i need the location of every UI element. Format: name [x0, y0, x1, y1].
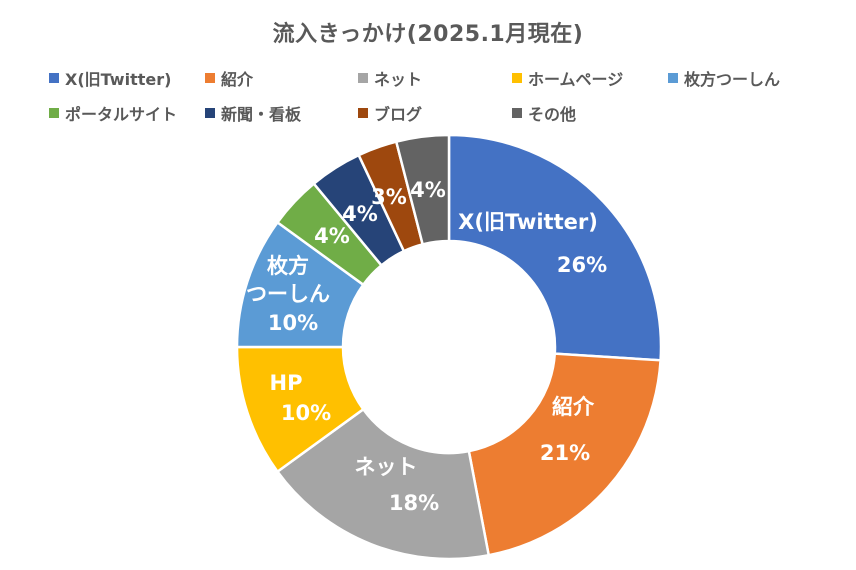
legend-label: ネット — [374, 70, 423, 89]
slice-value-label: 10% — [281, 401, 331, 425]
donut-slice — [467, 352, 662, 557]
slice-value-label: 10% — [268, 311, 318, 335]
slice-value-label: 21% — [540, 441, 590, 465]
slice-value-label: 4% — [410, 178, 446, 202]
legend-swatch — [205, 108, 215, 118]
legend-item: その他 — [512, 101, 576, 125]
legend-item: ポータルサイト — [49, 101, 177, 125]
legend-swatch — [358, 73, 368, 83]
slice-value-label: 3% — [371, 185, 407, 209]
slice-name-label: つーしん — [246, 282, 330, 306]
legend-item: ブログ — [358, 101, 422, 125]
slice-value-label: 4% — [342, 202, 378, 226]
slice-name-label: ネット — [355, 455, 418, 479]
legend-label: ポータルサイト — [65, 105, 178, 124]
legend-label: ブログ — [374, 105, 423, 124]
legend-item: X(旧Twitter) — [49, 66, 171, 90]
slice-name-label: 紹介 — [552, 395, 595, 419]
legend-swatch — [205, 73, 215, 83]
legend-label: ホームページ — [528, 70, 624, 89]
slice-name-label: HP — [270, 371, 303, 395]
slice-value-label: 26% — [557, 253, 607, 277]
legend-label: 新聞・看板 — [221, 105, 302, 124]
legend-swatch — [512, 73, 522, 83]
legend-swatch — [49, 73, 59, 83]
legend-label: 枚方つーしん — [684, 70, 781, 89]
slice-name-label: 枚方 — [267, 254, 309, 278]
legend-item: 新聞・看板 — [205, 101, 301, 125]
legend-label: 紹介 — [221, 70, 254, 89]
legend-swatch — [668, 73, 678, 83]
donut-slice — [394, 133, 451, 246]
legend-label: X(旧Twitter) — [65, 70, 172, 89]
legend-swatch — [358, 108, 368, 118]
slice-value-label: 18% — [389, 491, 439, 515]
legend-item: 枚方つーしん — [668, 66, 780, 90]
legend-item: ホームページ — [512, 66, 623, 90]
legend-item: 紹介 — [205, 66, 253, 90]
slice-value-label: 4% — [314, 224, 350, 248]
legend-label: その他 — [528, 105, 577, 124]
legend-swatch — [512, 108, 522, 118]
chart-title: 流入きっかけ(2025.1月現在) — [272, 22, 584, 47]
donut-slice — [447, 133, 663, 362]
slice-name-label: X(旧Twitter) — [458, 210, 598, 234]
donut-slice — [275, 407, 491, 561]
legend-item: ネット — [358, 66, 422, 90]
legend-swatch — [49, 108, 59, 118]
